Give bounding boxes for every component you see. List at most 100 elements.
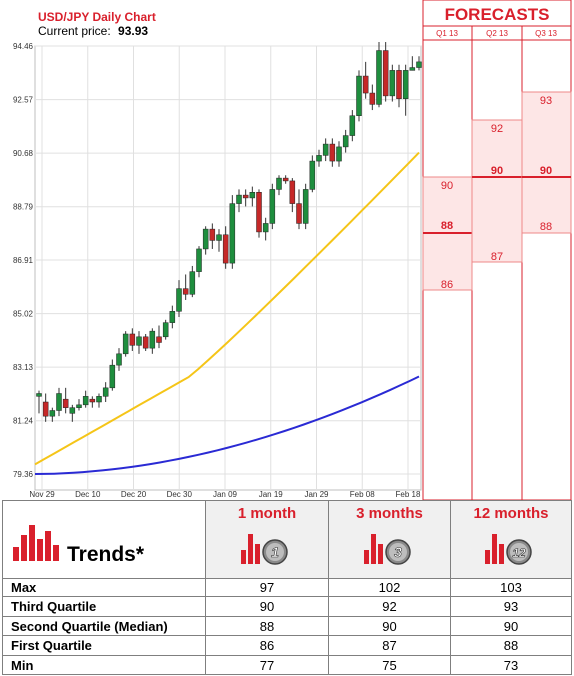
x-tick-label: Feb 18	[396, 490, 421, 499]
y-tick-label: 90.68	[13, 149, 34, 158]
x-tick-label: Jan 19	[259, 490, 284, 499]
forecast-q1-median: 88	[441, 220, 453, 232]
candle-body	[162, 322, 169, 338]
candle-body	[96, 396, 102, 403]
row-label: Second Quartile (Median)	[2, 617, 206, 636]
candle-body	[362, 75, 369, 94]
candle-body	[249, 192, 256, 199]
trends-col-1month-label: 1 month	[237, 505, 297, 522]
x-tick-label: Jan 09	[213, 490, 238, 499]
candle-body	[49, 410, 56, 417]
candle-body	[202, 228, 209, 250]
trends-col-3months: 3 months 3	[329, 501, 451, 579]
forecast-title: FORECASTS	[445, 5, 550, 24]
candle-body	[269, 189, 276, 224]
svg-text:3: 3	[394, 544, 402, 560]
y-tick-label: 88.79	[13, 203, 34, 212]
candle-body	[416, 61, 422, 68]
svg-text:12: 12	[512, 546, 526, 560]
row-value: 92	[329, 597, 451, 617]
candle-body	[256, 192, 262, 233]
candle-body	[302, 189, 309, 224]
row-value: 90	[206, 597, 329, 617]
candle-body	[389, 70, 396, 97]
candle-body	[36, 393, 42, 397]
x-tick-label: Feb 08	[350, 490, 375, 499]
forecast-col-q2: Q2 13	[486, 29, 508, 38]
candle-body	[409, 67, 416, 71]
y-tick-label: 85.02	[13, 310, 34, 319]
x-tick-label: Dec 10	[75, 490, 101, 499]
candle-body	[342, 135, 349, 148]
bar-chart-icon	[13, 525, 59, 561]
candle-body	[116, 353, 122, 366]
x-tick-label: Jan 29	[304, 490, 329, 499]
table-row: Third Quartile 90 92 93	[2, 597, 572, 617]
row-value: 75	[329, 656, 451, 675]
candle-body	[209, 228, 216, 241]
y-tick-label: 86.91	[13, 256, 34, 265]
table-row: Max 97 102 103	[2, 578, 572, 597]
svg-text:Current price: 93.93: Current price: 93.93	[38, 24, 148, 38]
table-row: First Quartile 86 87 88	[2, 636, 572, 656]
candle-body	[282, 177, 289, 182]
y-tick-label: 79.36	[13, 470, 34, 479]
candle-body	[76, 404, 82, 408]
candle-body	[336, 146, 342, 162]
candle-body	[176, 288, 182, 312]
candle-body	[42, 401, 49, 417]
forecast-q2-top: 92	[491, 123, 503, 135]
candle-body	[236, 194, 242, 204]
y-tick-label: 92.57	[13, 96, 34, 105]
candle-body	[382, 50, 389, 97]
candle-body	[196, 248, 202, 272]
current-price-label: Current price:	[38, 24, 111, 38]
forecast-box-q3	[521, 91, 572, 234]
candle-body	[142, 336, 149, 349]
y-tick-label: 83.13	[13, 363, 34, 372]
candle-body	[56, 393, 62, 411]
forecast-q2-bottom: 87	[491, 251, 503, 263]
forecast-q2-median: 90	[491, 165, 503, 177]
candle-body	[229, 203, 236, 264]
candle-body	[89, 398, 96, 403]
trends-title: Trends*	[67, 543, 145, 566]
x-tick-label: Nov 29	[29, 490, 55, 499]
trends-col-3months-label: 3 months	[356, 505, 423, 522]
moving-average-short	[34, 151, 420, 466]
candle-body	[122, 333, 129, 355]
candle-body	[349, 115, 356, 136]
candle-body	[356, 75, 362, 116]
badge-3-icon: 3	[363, 534, 411, 565]
row-label: First Quartile	[2, 636, 206, 656]
row-value: 88	[451, 636, 572, 656]
candle-body	[82, 396, 89, 406]
row-value: 77	[206, 656, 329, 675]
forecast-col-q3: Q3 13	[535, 29, 557, 38]
usdjpy-chart: 94.46 92.57 90.68 88.79 86.91 85.02 83.13 81.24…	[12, 0, 572, 500]
candle-body	[62, 398, 69, 408]
candle-body	[182, 288, 189, 295]
trends-col-12months-label: 12 months	[473, 505, 549, 522]
forecast-q3-bottom: 88	[540, 221, 552, 233]
row-label: Max	[2, 578, 206, 597]
row-value: 73	[451, 656, 572, 675]
chart-title: USD/JPY Daily Chart	[38, 10, 156, 24]
trends-col-1month: 1 month 1	[206, 501, 329, 579]
candle-body	[169, 311, 176, 323]
row-value: 86	[206, 636, 329, 656]
row-label: Third Quartile	[2, 597, 206, 617]
candle-body	[329, 143, 336, 162]
trends-header-cell: Trends*	[2, 501, 206, 579]
candle-body	[136, 336, 142, 346]
forecast-panel: FORECASTS Q1 13 Q2 13 Q3 13 90 88 86 92 …	[422, 0, 572, 500]
candle-body	[369, 92, 376, 105]
row-value: 93	[451, 597, 572, 617]
forecast-q1-bottom: 86	[441, 279, 453, 291]
row-value: 97	[206, 578, 329, 597]
row-value: 103	[451, 578, 572, 597]
plot-area	[34, 45, 422, 491]
candle-body	[396, 70, 402, 99]
candle-body	[262, 223, 269, 233]
row-value: 88	[206, 617, 329, 636]
